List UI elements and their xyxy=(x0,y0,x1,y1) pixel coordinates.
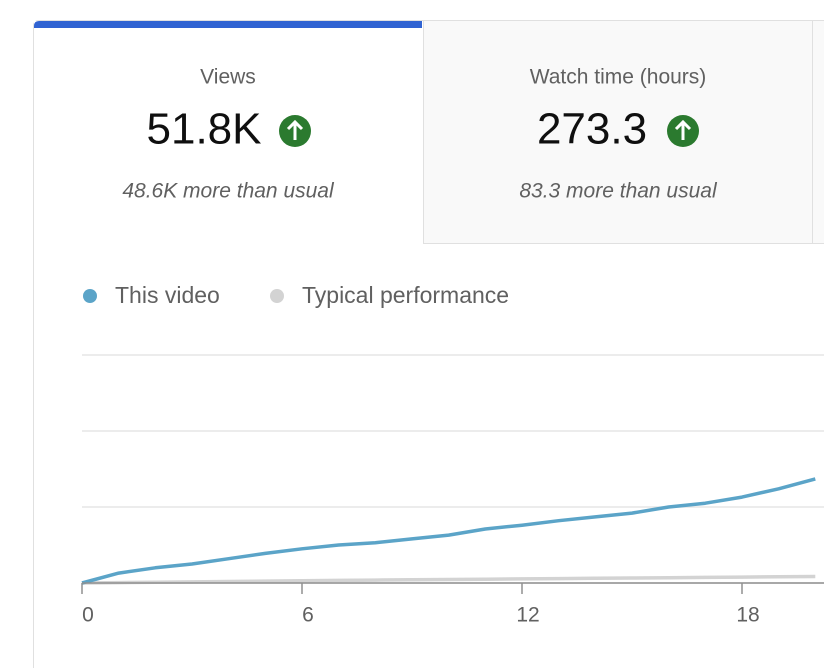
up-icon xyxy=(279,115,311,147)
tab-note: 83.3 more than usual xyxy=(519,180,718,203)
x-tick-label: 18 xyxy=(736,604,759,627)
tab-views[interactable] xyxy=(34,21,423,243)
series-line xyxy=(81,477,816,585)
tab-title: Watch time (hours) xyxy=(530,66,707,89)
x-tick-label: 6 xyxy=(302,604,314,627)
tab-next[interactable] xyxy=(812,20,824,244)
legend-label: Typical performance xyxy=(302,282,509,308)
x-axis: 0 6 12 18 xyxy=(81,582,824,627)
series-line xyxy=(81,574,816,585)
legend-marker xyxy=(83,289,97,303)
x-tick-label: 12 xyxy=(516,604,539,627)
up-icon xyxy=(667,115,699,147)
legend-label: This video xyxy=(115,282,220,308)
active-tab-indicator xyxy=(34,21,422,28)
grid xyxy=(82,354,824,584)
x-tick-label: 0 xyxy=(82,604,94,627)
tab-value: 273.3 xyxy=(537,105,647,154)
tab-watch-time[interactable] xyxy=(423,20,813,244)
plot xyxy=(81,477,816,585)
tab-note: 48.6K more than usual xyxy=(122,180,335,203)
tab-title: Views xyxy=(200,66,256,89)
legend: This video Typical performance xyxy=(83,282,509,308)
legend-marker xyxy=(270,289,284,303)
tab-value: 51.8K xyxy=(147,105,262,154)
